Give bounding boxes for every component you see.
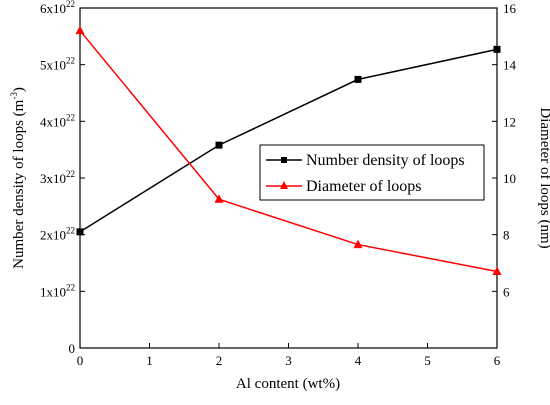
y-left-tick-label: 5x1022 — [40, 56, 75, 73]
y-axis-left-title: Number density of loops (m-3) — [9, 87, 27, 269]
legend-label-diameter: Diameter of loops — [306, 178, 422, 195]
y-left-tick-exponent: 22 — [66, 282, 75, 292]
legend-marker-square — [281, 157, 287, 163]
y-axis-left-title-main: Number density of loops (m — [11, 99, 27, 268]
legend-label-number-density: Number density of loops — [306, 152, 465, 169]
y-left-tick-base: 3x10 — [40, 171, 66, 186]
x-tick-label: 6 — [494, 353, 501, 368]
data-point-square — [493, 45, 501, 53]
y-left-tick-exponent: 22 — [66, 0, 75, 9]
data-point-square — [215, 141, 223, 149]
y-left-tick-exponent: 22 — [66, 56, 75, 66]
y-left-tick-exponent: 22 — [66, 226, 75, 236]
y-right-tick-label: 8 — [503, 228, 510, 243]
y-left-tick-exponent: 22 — [66, 169, 75, 179]
series-line-1 — [79, 30, 498, 273]
x-tick-label: 2 — [216, 353, 223, 368]
y-left-tick-label: 1x1022 — [40, 282, 75, 299]
y-right-tick-label: 16 — [503, 1, 517, 16]
y-right-tick-label: 10 — [503, 171, 516, 186]
y-left-tick-label: 0 — [69, 341, 76, 356]
y-left-tick-base: 2x10 — [40, 228, 66, 243]
data-point-triangle — [353, 239, 363, 249]
data-point-triangle — [75, 25, 85, 35]
y-left-tick-exponent: 22 — [66, 112, 75, 122]
series-layer — [75, 25, 502, 275]
y-axis-left-title-sup: -3 — [9, 92, 19, 100]
x-axis-title: Al content (wt%) — [236, 376, 340, 392]
y-right-tick-label: 14 — [503, 58, 517, 73]
y-left-tick-label: 4x1022 — [40, 112, 75, 129]
y-left-tick-base: 0 — [69, 341, 76, 356]
legend-marker-triangle — [280, 181, 288, 189]
y-left-tick-label: 3x1022 — [40, 169, 75, 186]
x-tick-label: 5 — [424, 353, 431, 368]
legend: Number density of loops Diameter of loop… — [259, 144, 485, 201]
y-left-tick-label: 6x1022 — [40, 0, 75, 16]
x-tick-label: 3 — [285, 353, 292, 368]
ticks-layer: 0 1 2 3 4 5 601x10222x10223x10224x10225x10226x… — [40, 0, 517, 368]
x-tick-label: 4 — [355, 353, 362, 368]
x-tick-label: 1 — [146, 353, 153, 368]
data-point-triangle — [214, 194, 224, 203]
y-axis-left-title-end: ) — [11, 87, 27, 92]
x-tick-label: 0 — [77, 353, 84, 368]
y-left-tick-base: 4x10 — [40, 114, 66, 129]
y-left-tick-label: 2x1022 — [40, 226, 75, 243]
y-axis-right-title: Diameter of loops (nm) — [537, 107, 550, 248]
data-point-triangle — [492, 266, 502, 275]
legend-box — [259, 144, 485, 201]
y-right-tick-label: 6 — [503, 284, 510, 299]
y-left-tick-base: 6x10 — [40, 1, 66, 16]
y-left-tick-base: 5x10 — [40, 58, 66, 73]
series-line-0 — [79, 48, 498, 233]
data-point-square — [354, 75, 362, 83]
y-right-tick-label: 12 — [503, 114, 516, 129]
y-left-tick-base: 1x10 — [40, 284, 66, 299]
data-point-square — [76, 228, 84, 236]
